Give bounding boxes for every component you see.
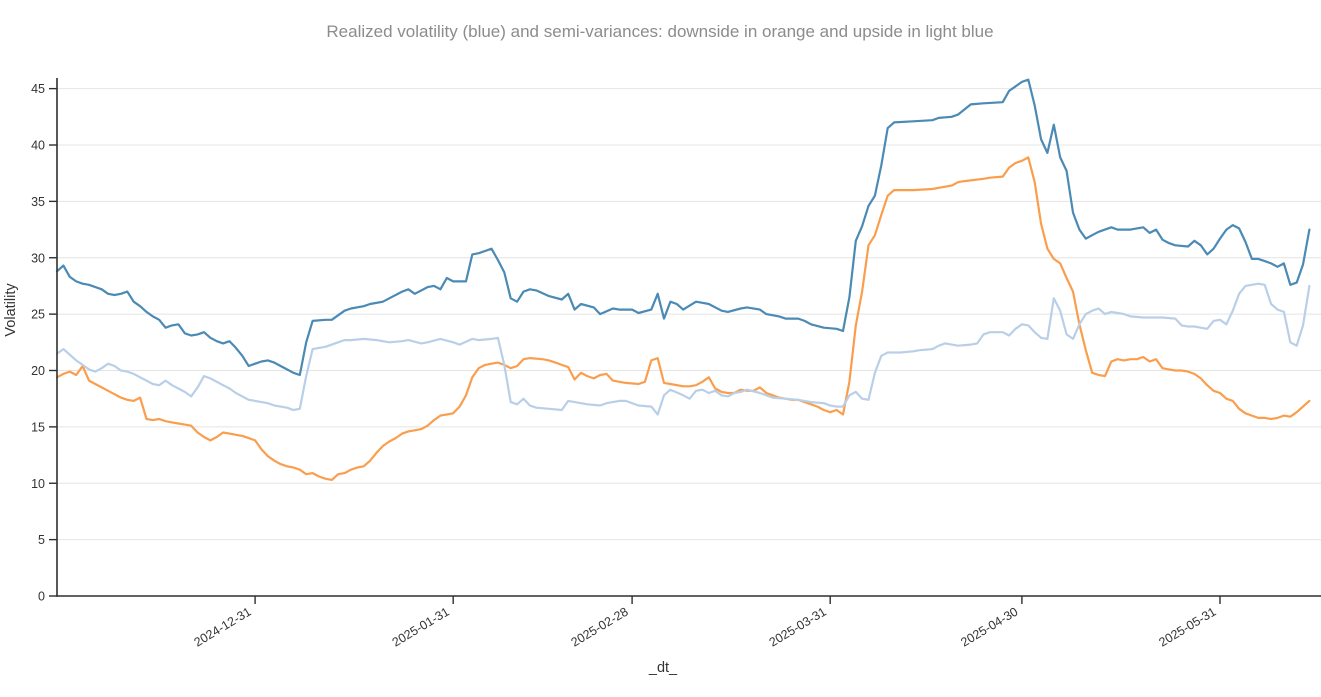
y-axis-title: Volatility (3, 283, 19, 337)
y-tick-label-25: 25 (31, 308, 45, 322)
plot-area: 0 5 10 15 20 25 30 35 40 45 2024-12-31 2025-01-31 20… (31, 78, 1321, 650)
y-tick-label-20: 20 (31, 364, 45, 378)
series-downside_semi_variance (55, 156, 1311, 481)
y-tick-label-5: 5 (38, 533, 45, 547)
y-tick-label-0: 0 (38, 590, 45, 604)
x-tick-label-2025-04-30: 2025-04-30 (958, 605, 1020, 650)
y-tick-label-35: 35 (31, 195, 45, 209)
chart-title: Realized volatility (blue) and semi-vari… (326, 22, 993, 41)
x-tick-label-2025-03-31: 2025-03-31 (767, 605, 829, 650)
y-tick-label-10: 10 (31, 477, 45, 491)
y-tick-label-40: 40 (31, 139, 45, 153)
x-tick-label-2025-05-31: 2025-05-31 (1156, 605, 1218, 650)
series-realized_volatility (55, 78, 1311, 377)
x-axis-title: _dt_ (648, 660, 678, 676)
y-tick-label-30: 30 (31, 251, 45, 265)
x-tick-label-2025-02-28: 2025-02-28 (569, 605, 631, 650)
x-tick-label-2024-12-31: 2024-12-31 (192, 605, 254, 650)
y-tick-label-45: 45 (31, 82, 45, 96)
x-tick-label-2025-01-31: 2025-01-31 (390, 605, 452, 650)
series-upside_semi_variance (55, 282, 1311, 416)
y-tick-label-15: 15 (31, 420, 45, 434)
